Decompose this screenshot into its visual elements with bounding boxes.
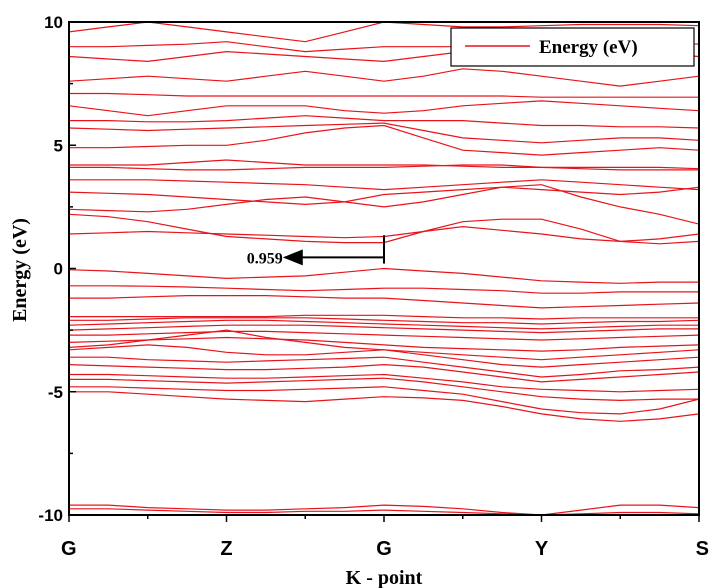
band-line-23 — [69, 186, 699, 206]
band-line-6 — [69, 373, 699, 393]
band-line-12 — [69, 330, 699, 341]
band-line-18 — [69, 285, 699, 294]
band-line-30 — [69, 100, 699, 117]
band-line-22 — [69, 184, 699, 225]
y-ticks: 10 5 0 -5 -10 — [38, 13, 76, 525]
x-tick-label: Z — [220, 538, 232, 560]
x-tick-label: G — [376, 538, 392, 560]
band-line-16 — [69, 314, 699, 320]
x-tick-label: S — [696, 538, 709, 560]
legend-label: Energy (eV) — [539, 37, 638, 58]
band-line-26 — [69, 159, 699, 170]
band-line-32 — [69, 68, 699, 87]
band-line-5 — [69, 377, 699, 402]
band-line-29 — [69, 115, 699, 129]
x-tick-label: Y — [535, 538, 549, 560]
band-line-35 — [69, 22, 699, 43]
y-tick-label: -5 — [48, 383, 63, 402]
band-line-11 — [69, 336, 699, 352]
band-line-17 — [69, 295, 699, 309]
band-line-3 — [69, 391, 699, 422]
band-line-15 — [69, 317, 699, 325]
y-tick-label: 10 — [44, 13, 63, 32]
band-line-2 — [69, 508, 699, 515]
band-line-27 — [69, 124, 699, 156]
band-line-7 — [69, 363, 699, 383]
y-axis-title: Energy (eV) — [9, 218, 31, 322]
band-lines — [69, 22, 699, 515]
band-line-25 — [69, 164, 699, 171]
band-line-4 — [69, 386, 699, 415]
legend: Energy (eV) — [450, 27, 695, 67]
band-line-28 — [69, 122, 699, 144]
legend-box — [450, 27, 695, 67]
band-line-8 — [69, 356, 699, 378]
band-line-13 — [69, 324, 699, 334]
band-line-19 — [69, 267, 699, 284]
y-tick-label: -10 — [38, 506, 63, 525]
band-gap-label: 0.959 — [247, 250, 283, 267]
band-line-10 — [69, 329, 699, 361]
y-tick-label: 0 — [54, 260, 63, 279]
band-gap-annotation: 0.959 — [247, 235, 385, 267]
band-line-1 — [69, 504, 699, 515]
band-line-14 — [69, 319, 699, 330]
x-tick-label: G — [61, 538, 77, 560]
y-tick-label: 5 — [54, 136, 63, 155]
band-line-31 — [69, 92, 699, 98]
x-axis-title: K - point — [346, 567, 423, 588]
band-line-24 — [69, 179, 699, 191]
